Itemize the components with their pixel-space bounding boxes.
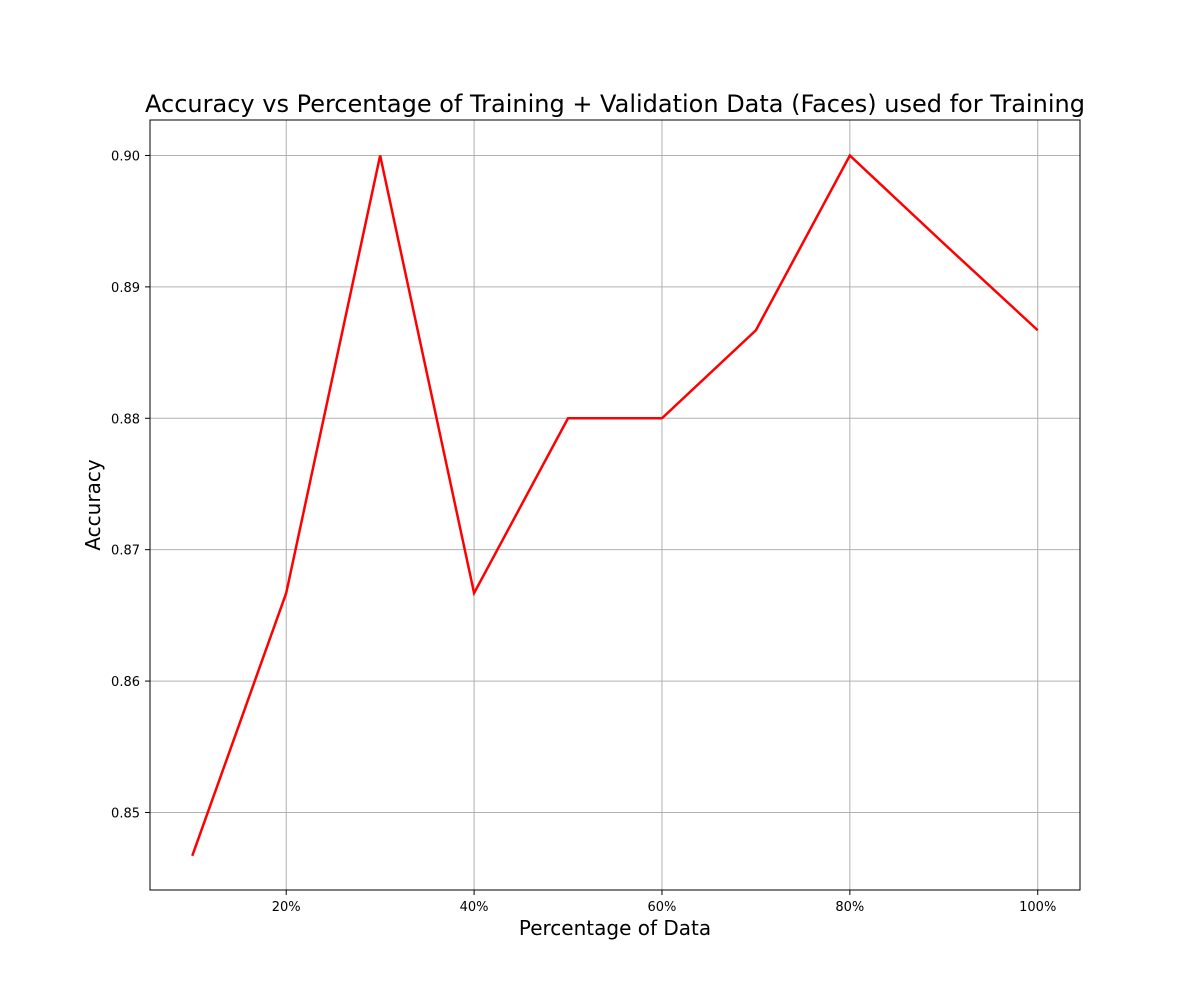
x-tick-label: 20%: [272, 900, 301, 915]
y-tick-label: 0.89: [111, 281, 140, 296]
y-tick-label: 0.90: [111, 149, 140, 164]
y-tick-label: 0.87: [111, 544, 140, 559]
y-tick-label: 0.88: [111, 412, 140, 427]
chart-title: Accuracy vs Percentage of Training + Val…: [145, 90, 1085, 118]
y-tick-label: 0.85: [111, 806, 140, 821]
plot-frame: [149, 119, 1081, 891]
series-layer: [191, 153, 1039, 857]
y-tick-label: 0.86: [111, 675, 140, 690]
series-line: [191, 153, 1039, 857]
x-axis-label: Percentage of Data: [519, 916, 711, 940]
x-tick-label: 60%: [648, 900, 677, 915]
x-axis: 20% 40% 60% 80% 100%: [272, 890, 1056, 915]
y-axis: 0.85 0.86 0.87 0.88 0.89 0.90: [111, 149, 150, 821]
x-tick-label: 100%: [1019, 900, 1056, 915]
y-axis-label: Accuracy: [81, 459, 105, 550]
x-tick-label: 40%: [460, 900, 489, 915]
x-tick-label: 80%: [835, 900, 864, 915]
